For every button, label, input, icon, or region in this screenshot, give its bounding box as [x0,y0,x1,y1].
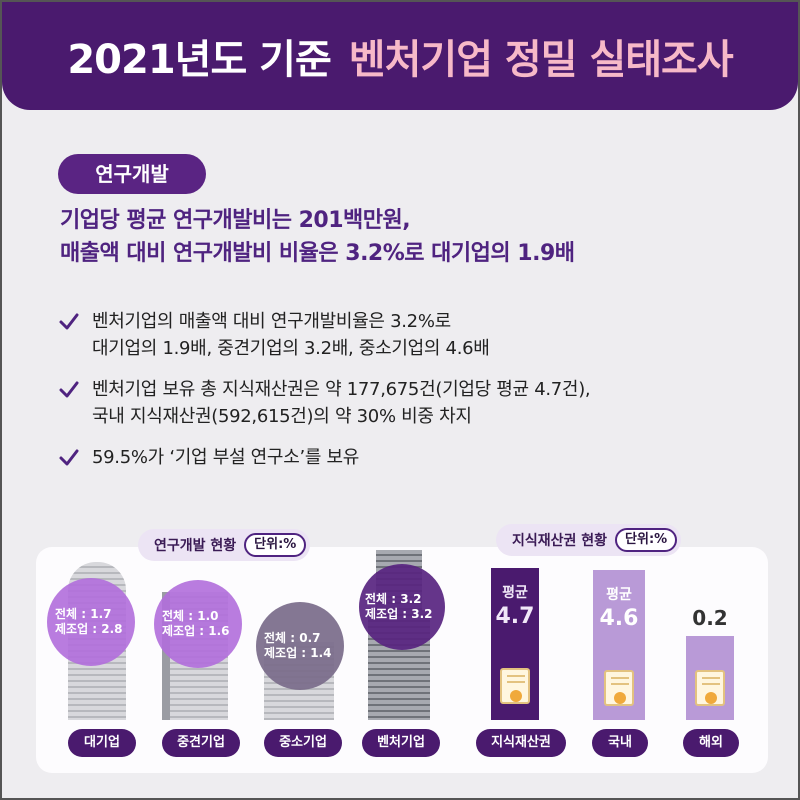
ip-bar: 평균 4.6 [593,570,645,720]
check-icon [59,449,79,466]
ip-category-label: 해외 [683,729,739,757]
rd-circle: 전체 : 1.0 제조업 : 1.6 [154,580,242,668]
bullet-line: 벤처기업 보유 총 지식재산권은 약 177,675건(기업당 평균 4.7건)… [92,379,591,400]
bullet-text: 59.5%가 ‘기업 부설 연구소’를 보유 [92,444,359,471]
ip-bar-prefix: 평균 [606,587,632,603]
rd-unit-label: 단위:% [244,533,307,557]
certificate-icon [695,670,725,706]
headline-line-2: 매출액 대비 연구개발비 비율은 3.2%로 대기업의 1.9배 [60,241,575,266]
check-icon [59,381,79,398]
rd-total-value: 전체 : 3.2 [365,592,422,606]
page-title-year: 2021년도 기준 [67,37,331,83]
rd-manufacturing-value: 제조업 : 2.8 [55,622,123,636]
rd-total-value: 전체 : 0.7 [264,631,321,645]
ip-bar: 평균 4.7 [491,568,539,720]
bullet-item: 벤처기업의 매출액 대비 연구개발비율은 3.2%로 대기업의 1.9배, 중견… [58,308,778,362]
ip-legend: 지식재산권 현황 단위:% [496,524,682,556]
ip-bar [686,636,734,720]
rd-manufacturing-value: 제조업 : 3.2 [365,607,433,621]
headline-line-1: 기업당 평균 연구개발비는 201백만원, [60,208,411,233]
ip-bar-value: 0.2 [692,606,728,630]
bullet-line: 59.5%가 ‘기업 부설 연구소’를 보유 [92,447,360,468]
rd-manufacturing-value: 제조업 : 1.4 [264,646,332,660]
rd-category-label: 중견기업 [162,729,240,757]
rd-category-label: 대기업 [68,729,136,757]
certificate-icon [604,670,634,706]
bullet-text: 벤처기업 보유 총 지식재산권은 약 177,675건(기업당 평균 4.7건)… [92,376,591,430]
ip-bar-prefix: 평균 [502,585,528,601]
page-title-survey: 벤처기업 정밀 실태조사 [348,37,734,83]
bullet-item: 59.5%가 ‘기업 부설 연구소’를 보유 [58,444,778,471]
header-banner: 2021년도 기준 벤처기업 정밀 실태조사 [2,2,798,110]
rd-circle: 전체 : 0.7 제조업 : 1.4 [256,602,344,690]
bullet-line: 대기업의 1.9배, 중견기업의 3.2배, 중소기업의 4.6배 [92,338,490,359]
ip-bar-value: 4.6 [599,606,639,631]
bullet-item: 벤처기업 보유 총 지식재산권은 약 177,675건(기업당 평균 4.7건)… [58,376,778,430]
headline: 기업당 평균 연구개발비는 201백만원, 매출액 대비 연구개발비 비율은 3… [60,204,760,270]
ip-legend-label: 지식재산권 현황 [512,533,608,549]
bullet-line: 국내 지식재산권(592,615건)의 약 30% 비중 차지 [92,406,472,427]
rd-category-label: 벤처기업 [362,729,440,757]
rd-legend-label: 연구개발 현황 [154,538,237,554]
rd-category-label: 중소기업 [264,729,342,757]
ip-category-label: 국내 [592,729,648,757]
bullet-line: 벤처기업의 매출액 대비 연구개발비율은 3.2%로 [92,311,451,332]
bullet-list: 벤처기업의 매출액 대비 연구개발비율은 3.2%로 대기업의 1.9배, 중견… [58,308,778,485]
rd-circle: 전체 : 3.2 제조업 : 3.2 [359,564,445,650]
section-label: 연구개발 [58,154,206,194]
ip-bar-value: 4.7 [495,604,535,629]
rd-legend: 연구개발 현황 단위:% [138,529,311,561]
certificate-icon [500,668,530,704]
ip-unit-label: 단위:% [615,528,678,552]
check-icon [59,313,79,330]
rd-circle: 전체 : 1.7 제조업 : 2.8 [47,578,135,666]
bullet-text: 벤처기업의 매출액 대비 연구개발비율은 3.2%로 대기업의 1.9배, 중견… [92,308,490,362]
rd-total-value: 전체 : 1.7 [55,607,112,621]
rd-manufacturing-value: 제조업 : 1.6 [162,624,230,638]
rd-total-value: 전체 : 1.0 [162,609,219,623]
ip-category-label: 지식재산권 [476,729,566,757]
